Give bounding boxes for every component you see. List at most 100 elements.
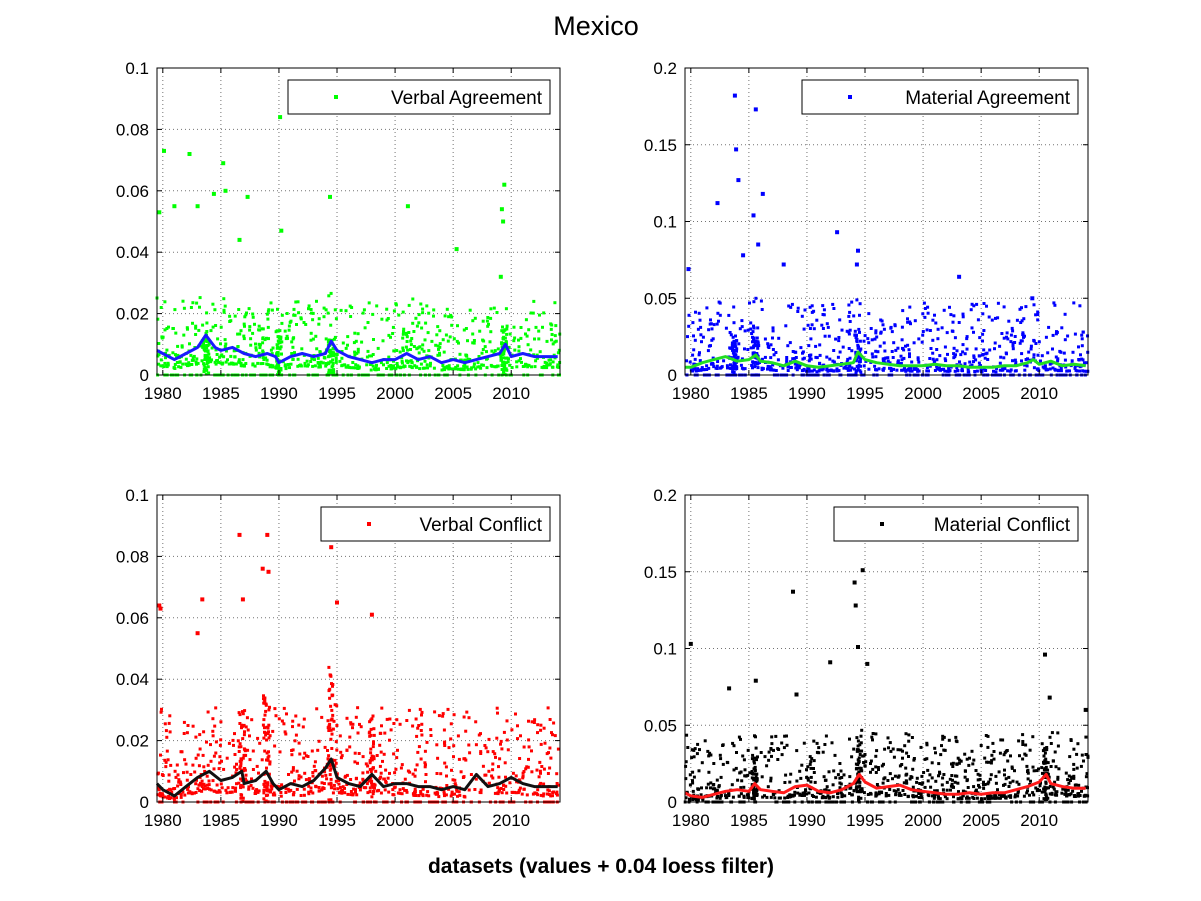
data-point <box>708 751 712 755</box>
data-point <box>239 745 243 749</box>
data-point <box>1036 310 1040 314</box>
data-point <box>391 788 395 792</box>
data-point <box>228 320 232 323</box>
data-point <box>780 741 784 745</box>
data-point <box>996 316 1000 320</box>
data-point <box>215 790 219 794</box>
data-point <box>963 769 967 773</box>
data-point <box>424 780 427 784</box>
data-point <box>329 360 333 364</box>
data-point <box>291 748 295 752</box>
data-point <box>202 787 205 791</box>
data-point <box>369 733 373 737</box>
data-point <box>294 733 298 737</box>
data-point <box>173 363 177 366</box>
data-point <box>1002 336 1006 340</box>
legend-label: Material Agreement <box>905 88 1070 109</box>
data-point <box>801 793 805 797</box>
data-point <box>440 368 444 372</box>
data-point <box>953 355 957 358</box>
data-point <box>889 749 893 753</box>
data-point <box>239 364 243 368</box>
data-point <box>309 338 313 342</box>
data-point <box>456 364 460 368</box>
data-point <box>772 748 775 752</box>
data-point <box>1070 359 1074 363</box>
data-point <box>1013 335 1017 338</box>
data-point <box>341 363 345 367</box>
data-point <box>157 788 161 792</box>
data-point <box>933 746 937 750</box>
data-point <box>275 351 279 355</box>
data-point <box>485 357 488 361</box>
data-point <box>384 768 388 772</box>
data-point <box>394 767 398 771</box>
data-point <box>206 349 210 353</box>
data-point <box>294 300 298 304</box>
data-point <box>946 352 949 356</box>
data-point <box>179 795 183 799</box>
data-point <box>890 350 894 353</box>
data-point <box>401 336 405 340</box>
data-point <box>264 799 268 803</box>
data-point <box>231 738 235 742</box>
data-point <box>166 758 170 762</box>
data-point <box>420 710 424 714</box>
data-point <box>310 311 313 315</box>
data-point <box>843 794 847 798</box>
data-point <box>886 359 890 363</box>
data-point <box>862 761 866 764</box>
data-point <box>247 787 251 791</box>
data-point <box>1023 334 1026 338</box>
data-point <box>206 356 210 360</box>
data-point <box>874 765 878 769</box>
data-point <box>417 351 421 355</box>
data-point <box>1032 356 1036 360</box>
data-point <box>739 786 743 790</box>
data-point <box>987 780 991 784</box>
data-point <box>1056 368 1060 372</box>
data-point <box>453 778 457 782</box>
data-point <box>198 305 201 309</box>
data-point <box>182 306 186 310</box>
data-point <box>324 773 328 777</box>
data-point <box>541 794 545 798</box>
data-point <box>178 780 182 784</box>
data-point <box>1002 753 1006 757</box>
data-point <box>386 776 390 780</box>
data-point <box>205 774 209 778</box>
data-point <box>297 774 301 778</box>
data-point <box>1003 782 1007 786</box>
y-tick-label: 0.2 <box>653 59 677 78</box>
data-point <box>156 354 160 358</box>
data-point <box>554 324 558 328</box>
data-point <box>236 739 240 743</box>
data-point <box>389 728 393 732</box>
data-point <box>392 364 395 368</box>
data-point <box>532 353 536 357</box>
data-point <box>732 340 736 344</box>
data-point <box>886 779 890 782</box>
data-point <box>825 355 829 359</box>
data-point <box>1027 350 1031 354</box>
data-point <box>553 734 557 738</box>
data-point <box>756 755 759 759</box>
data-point <box>265 766 268 770</box>
data-point <box>369 757 373 761</box>
data-point <box>881 323 885 327</box>
data-point <box>1077 358 1081 361</box>
data-point <box>372 789 376 793</box>
data-point <box>349 793 353 797</box>
data-point <box>331 791 335 795</box>
data-point <box>231 786 235 790</box>
data-point <box>912 757 916 760</box>
data-point <box>546 772 550 775</box>
data-point <box>279 337 283 341</box>
data-point <box>543 360 547 364</box>
data-point <box>492 351 496 355</box>
data-point <box>801 357 805 361</box>
data-point <box>457 341 460 345</box>
plot-area <box>157 68 560 375</box>
data-point <box>1002 356 1006 360</box>
x-tick-label: 2005 <box>434 811 472 830</box>
